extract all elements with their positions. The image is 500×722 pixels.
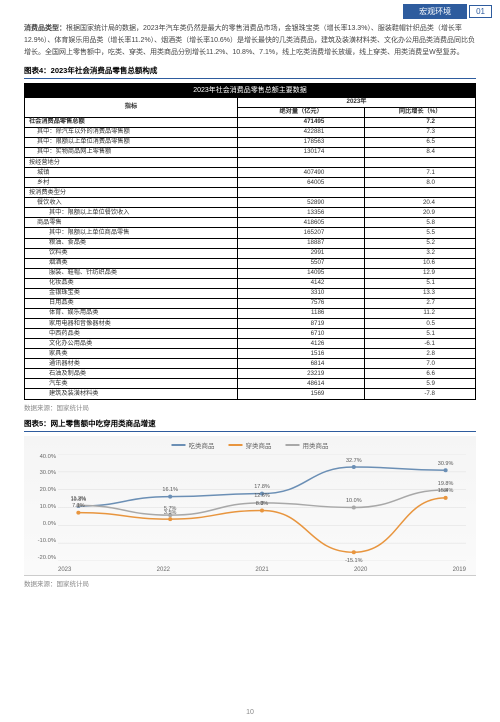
table-row: 体育、娱乐用品类118611.2 <box>25 308 476 318</box>
chart-data-label: 19.8% <box>438 481 454 487</box>
chart5-yaxis: 40.0%30.0%20.0%10.0%0.0%-10.0%-20.0% <box>28 454 56 561</box>
table-row: 烟酒类550710.6 <box>25 258 476 268</box>
table-row: 建筑及装潢材料类1569-7.8 <box>25 389 476 399</box>
table-row: 通讯器材类68147.0 <box>25 359 476 369</box>
table-row: 饮料类29913.2 <box>25 248 476 258</box>
chart5-legend: 吃类商品 穿类商品 用类商品 <box>172 440 329 450</box>
chart-data-label: 12.6% <box>254 493 270 499</box>
table-row: 社会消费品零售总额4714957.2 <box>25 117 476 127</box>
para-body: 根据国家统计局的数据，2023年汽车类仍然是最大的零售消费品市场，金银珠宝类（增… <box>24 25 475 56</box>
th-growth: 同比增长（%） <box>365 107 476 117</box>
table-row: 服装、鞋帽、针纺织品类1409512.9 <box>25 268 476 278</box>
table-row: 文化办公用品类4126-6.1 <box>25 339 476 349</box>
table-row: 金银珠宝类331013.3 <box>25 288 476 298</box>
table4-source: 数据来源：国家统计局 <box>24 402 476 412</box>
th-indicator: 指标 <box>25 97 238 117</box>
chart-data-label: 30.9% <box>438 461 454 467</box>
table-row: 其中：限额以上单位消费品零售额1785636.5 <box>25 137 476 147</box>
table4-body: 社会消费品零售总额4714957.2其中：除汽车以外的消费品零售额4228817… <box>25 117 476 399</box>
table-row: 粮油、食品类188875.2 <box>25 238 476 248</box>
table4-head: 指标 2023年 绝对量（亿元） 同比增长（%） <box>25 97 476 117</box>
page-content: 消费品类型：根据国家统计局的数据，2023年汽车类仍然是最大的零售消费品市场，金… <box>0 23 500 588</box>
chart-data-label: 32.7% <box>346 458 362 464</box>
table-row: 日用品类75762.7 <box>25 298 476 308</box>
legend-item: 穿类商品 <box>229 440 272 450</box>
chart5-source: 数据来源：国家统计局 <box>24 578 476 588</box>
table-row: 餐饮收入5289020.4 <box>25 198 476 208</box>
legend-item: 用类商品 <box>286 440 329 450</box>
chart-data-label: -15.1% <box>345 558 362 564</box>
chart5: 吃类商品 穿类商品 用类商品 40.0%30.0%20.0%10.0%0.0%-10… <box>24 436 476 576</box>
table-row: 其中：除汽车以外的消费品零售额4228817.3 <box>25 127 476 137</box>
chart-data-label: 15.4% <box>438 488 454 494</box>
table4: 指标 2023年 绝对量（亿元） 同比增长（%） 社会消费品零售总额471495… <box>24 97 476 400</box>
chart-data-label: 16.1% <box>162 487 178 493</box>
page-header: 宏观环境 01 <box>0 0 500 23</box>
table4-wrap: 2023年社会消费品零售总额主要数据 指标 2023年 绝对量（亿元） 同比增长… <box>24 83 476 400</box>
table-row: 其中：限额以上单位餐饮收入1335620.9 <box>25 208 476 218</box>
chart-data-label: 11.2% <box>71 496 86 502</box>
chart5-plot: 10.8%16.1%17.8%32.7%30.9%11.2%5.7%12.6%1… <box>58 454 466 561</box>
table-row: 商品零售4186055.8 <box>25 218 476 228</box>
table-row: 家具类15162.8 <box>25 349 476 359</box>
table4-inner-title: 2023年社会消费品零售总额主要数据 <box>24 83 476 97</box>
table-row: 石油及制品类232196.6 <box>25 369 476 379</box>
table-row: 其中：实物商品网上零售额1301748.4 <box>25 147 476 157</box>
section-number: 01 <box>469 5 492 18</box>
table4-title: 图表4：2023年社会消费品零售总额构成 <box>24 65 476 79</box>
table-row: 按经营地分 <box>25 158 476 168</box>
chart-data-label: 17.8% <box>254 484 270 490</box>
section-tag: 宏观环境 <box>403 4 467 19</box>
table-row: 中西药品类67105.1 <box>25 329 476 339</box>
legend-item: 吃类商品 <box>172 440 215 450</box>
chart-data-label: 8.3% <box>256 501 269 507</box>
table-row: 乡村640058.0 <box>25 178 476 188</box>
table-row: 城镇4074907.1 <box>25 168 476 178</box>
th-year: 2023年 <box>237 97 475 107</box>
table-row: 家用电器和音像器材类87190.5 <box>25 319 476 329</box>
page-number: 10 <box>246 709 254 716</box>
chart-data-label: 3.5% <box>164 510 177 516</box>
th-abs: 绝对量（亿元） <box>237 107 364 117</box>
chart5-title: 图表5：网上零售额中吃穿用类商品增速 <box>24 418 476 432</box>
chart5-xaxis: 20232022202120202019 <box>58 567 466 573</box>
intro-paragraph: 消费品类型：根据国家统计局的数据，2023年汽车类仍然是最大的零售消费品市场，金… <box>24 23 476 59</box>
chart-data-label: 7.1% <box>72 503 85 509</box>
table-row: 按消费类型分 <box>25 188 476 198</box>
table-row: 其中：限额以上单位商品零售1652075.5 <box>25 228 476 238</box>
para-lead: 消费品类型： <box>24 25 66 32</box>
chart-data-label: 10.0% <box>346 498 362 504</box>
table-row: 汽车类486145.9 <box>25 379 476 389</box>
table-row: 化妆品类41425.1 <box>25 278 476 288</box>
